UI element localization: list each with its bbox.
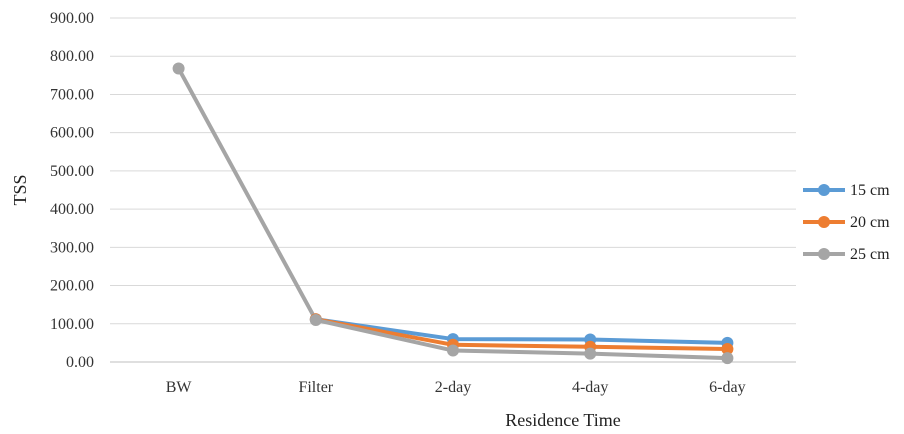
y-tick-label: 100.00 — [50, 316, 94, 333]
legend: 15 cm 20 cm 25 cm — [803, 182, 890, 263]
y-tick-label: 800.00 — [50, 48, 94, 65]
x-tick-label: BW — [166, 379, 193, 396]
x-tick-labels: BW Filter 2-day 4-day 6-day — [166, 379, 746, 396]
series-lines — [176, 66, 730, 361]
series-line-20-cm — [313, 317, 730, 352]
y-tick-labels: 0.00 100.00 200.00 300.00 400.00 500.00 600.00… — [50, 10, 94, 371]
legend-marker-25-cm — [818, 248, 830, 260]
data-point-25-cm — [447, 344, 459, 357]
x-tick-label: 4-day — [572, 379, 608, 396]
y-tick-label: 700.00 — [50, 86, 94, 103]
y-tick-label: 400.00 — [50, 201, 94, 218]
series-line-15-cm — [313, 317, 730, 345]
y-axis-title: TSS — [10, 174, 30, 205]
y-tick-label: 500.00 — [50, 163, 94, 180]
x-axis-title: Residence Time — [505, 410, 621, 430]
x-tick-label: 6-day — [709, 379, 745, 396]
y-tick-label: 200.00 — [50, 278, 94, 295]
data-point-25-cm — [721, 352, 734, 365]
y-tick-label: 300.00 — [50, 239, 94, 256]
legend-marker-15-cm — [818, 184, 830, 196]
data-point-25-cm — [584, 347, 597, 360]
x-tick-label: 2-day — [435, 379, 471, 396]
legend-label-20-cm: 20 cm — [850, 214, 890, 231]
gridlines — [110, 17, 796, 363]
y-tick-label: 900.00 — [50, 10, 94, 27]
legend-label-15-cm: 15 cm — [850, 182, 890, 199]
legend-label-25-cm: 25 cm — [850, 246, 890, 263]
x-tick-label: Filter — [298, 379, 333, 396]
data-point-25-cm — [309, 313, 322, 326]
series-points — [172, 62, 734, 365]
series-line-25-cm — [176, 66, 730, 361]
legend-marker-20-cm — [818, 216, 830, 228]
y-tick-label: 600.00 — [50, 125, 94, 142]
data-point-20-cm — [721, 343, 734, 356]
y-tick-label: 0.00 — [66, 354, 94, 371]
data-point-25-cm — [172, 62, 185, 75]
